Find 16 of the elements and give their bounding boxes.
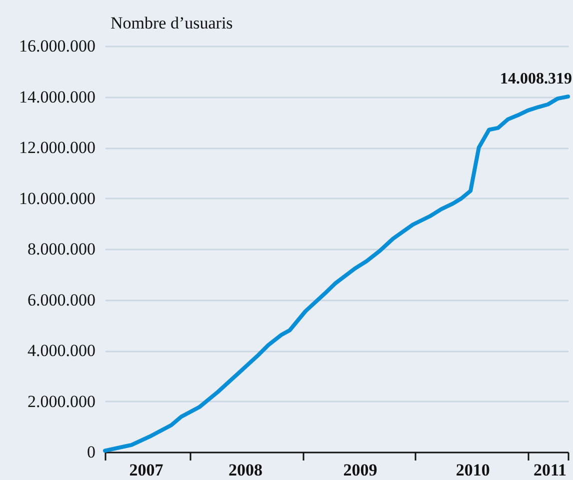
y-tick-label: 0	[87, 442, 96, 462]
y-axis-title: Nombre d’usuaris	[110, 14, 233, 32]
x-tick-label: 2011	[533, 460, 567, 480]
y-tick-label: 16.000.000	[19, 36, 96, 56]
y-tick-label: 4.000.000	[28, 341, 96, 360]
y-tick-label: 6.000.000	[28, 290, 96, 310]
annotation: 14.008.319	[500, 70, 572, 88]
x-tick-label: 2008	[228, 460, 263, 480]
y-tick-label: 10.000.000	[19, 188, 96, 208]
y-tick-label: 14.000.000	[19, 87, 96, 106]
y-tick-label: 12.000.000	[19, 138, 96, 157]
y-tick-label: 2.000.000	[28, 392, 96, 411]
x-tick-label: 2010	[456, 460, 490, 480]
y-tick-label: 8.000.000	[28, 240, 96, 258]
x-tick-label: 2007	[129, 460, 164, 480]
x-tick-label: 2009	[343, 460, 378, 480]
